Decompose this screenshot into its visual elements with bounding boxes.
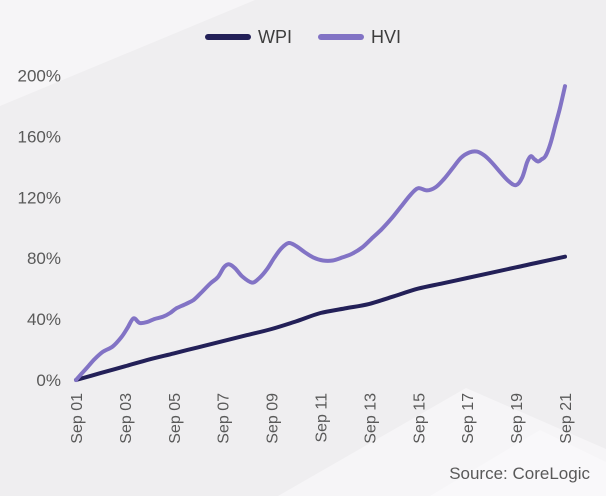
background-ridge — [430, 430, 606, 496]
hvi-line-swatch — [317, 34, 364, 40]
series-lines — [74, 84, 567, 382]
legend-item-hvi[interactable]: HVI — [317, 27, 401, 47]
x-axis-tick: Sep 05 — [167, 393, 184, 444]
x-axis-labels: Sep 01 Sep 03 Sep 05 Sep 07 Sep 09 Sep 11 Sep … — [69, 393, 575, 444]
x-axis-tick: Sep 01 — [69, 393, 86, 444]
y-axis-tick: 120% — [18, 188, 61, 207]
hvi-line-series — [74, 84, 567, 382]
x-axis-tick: Sep 17 — [460, 393, 477, 444]
wpi-line-series — [74, 254, 567, 382]
y-axis-tick: 160% — [18, 127, 61, 146]
hvi-legend-label: HVI — [370, 27, 401, 47]
x-axis-tick: Sep 07 — [216, 393, 233, 444]
x-axis-tick: Sep 11 — [314, 393, 331, 443]
y-axis-tick: 200% — [18, 67, 61, 86]
y-axis-tick: 40% — [27, 310, 61, 329]
x-axis-tick: Sep 09 — [265, 393, 282, 444]
x-axis-tick: Sep 21 — [558, 393, 575, 444]
wpi-legend-label: WPI — [257, 27, 292, 47]
legend: WPI HVI — [0, 28, 606, 46]
y-axis-tick: 0% — [36, 371, 61, 390]
x-axis-tick: Sep 15 — [411, 393, 428, 444]
wpi-line-swatch — [204, 34, 251, 40]
legend-item-wpi[interactable]: WPI — [204, 27, 292, 47]
source-note: Source: CoreLogic — [449, 464, 590, 483]
y-axis-tick: 80% — [27, 249, 61, 268]
y-axis-labels: 0% 40% 80% 120% 160% 200% — [18, 67, 61, 391]
background-triangle — [0, 0, 255, 106]
x-axis-tick: Sep 03 — [118, 393, 135, 444]
x-axis-tick: Sep 19 — [509, 393, 526, 444]
x-axis-tick: Sep 13 — [362, 393, 379, 444]
